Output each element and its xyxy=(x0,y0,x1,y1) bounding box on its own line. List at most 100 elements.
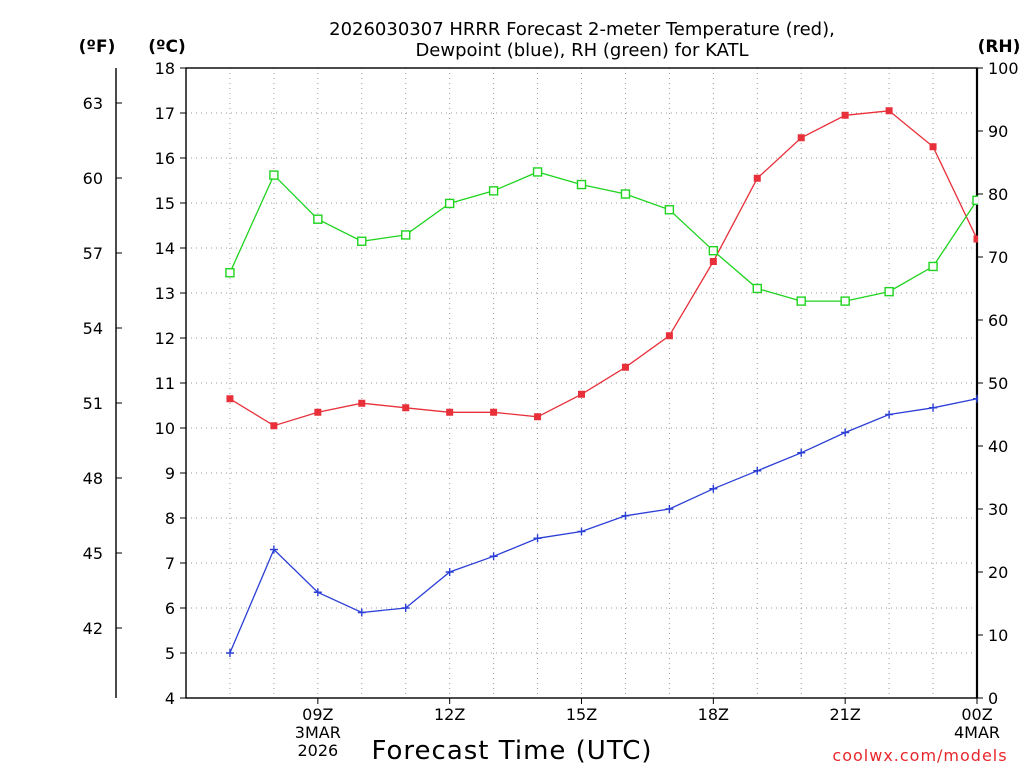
data-point xyxy=(532,167,543,177)
rh-tick-label: 30 xyxy=(988,500,1008,519)
data-point xyxy=(929,143,937,151)
celsius-tick-label: 15 xyxy=(155,194,175,213)
celsius-tick-label: 9 xyxy=(165,464,175,483)
data-point xyxy=(490,408,498,416)
x-tick-label: 15Z xyxy=(566,705,597,724)
chart-title: 2026030307 HRRR Forecast 2-meter Tempera… xyxy=(329,19,835,61)
data-point xyxy=(753,174,761,182)
fahrenheit-tick-label: 48 xyxy=(83,469,103,488)
rh-tick-label: 100 xyxy=(988,59,1019,78)
celsius-tick-label: 13 xyxy=(155,284,175,303)
data-point xyxy=(973,235,978,243)
chart-title-line-2: Dewpoint (blue), RH (green) for KATL xyxy=(415,40,748,61)
data-point xyxy=(620,189,631,199)
data-point xyxy=(665,505,674,513)
data-point xyxy=(445,568,454,576)
x-tick-label: 3MAR xyxy=(295,723,341,742)
data-point xyxy=(488,186,499,196)
celsius-tick-label: 18 xyxy=(155,59,175,78)
fahrenheit-tick-label: 45 xyxy=(83,544,103,563)
rh-tick-label: 70 xyxy=(988,248,1008,267)
data-point xyxy=(313,588,322,597)
data-point xyxy=(226,395,234,403)
data-point xyxy=(885,410,894,419)
data-point xyxy=(402,404,410,412)
data-point xyxy=(621,511,630,520)
data-point xyxy=(753,466,762,475)
x-tick-label: 18Z xyxy=(698,705,729,724)
rh-tick-label: 20 xyxy=(988,563,1008,582)
data-point xyxy=(576,179,587,190)
data-point xyxy=(270,422,278,430)
celsius-axis-unit: (ºC) xyxy=(148,37,186,57)
data-point xyxy=(401,230,411,240)
celsius-tick-label: 17 xyxy=(155,104,175,123)
celsius-tick-label: 14 xyxy=(155,239,175,258)
data-point xyxy=(621,363,629,371)
rh-tick-label: 0 xyxy=(988,689,998,708)
data-point xyxy=(444,198,455,209)
credit-text: coolwx.com/models xyxy=(832,746,1007,765)
data-point xyxy=(665,332,673,340)
data-point xyxy=(709,258,717,265)
series-relative-humidity xyxy=(225,167,978,306)
data-point xyxy=(357,608,366,617)
fahrenheit-tick-label: 57 xyxy=(83,244,103,263)
fahrenheit-tick-label: 54 xyxy=(83,319,103,338)
data-point xyxy=(534,413,542,421)
rh-axis-unit: (RH) xyxy=(978,37,1021,57)
data-point xyxy=(446,408,454,416)
data-point xyxy=(840,296,850,306)
data-point xyxy=(225,268,235,278)
data-point xyxy=(884,286,894,297)
celsius-tick-label: 4 xyxy=(165,689,175,708)
fahrenheit-tick-label: 51 xyxy=(83,394,103,413)
celsius-tick-label: 6 xyxy=(165,599,175,618)
series-dewpoint xyxy=(225,394,978,657)
data-point xyxy=(314,408,322,416)
data-point xyxy=(269,545,278,554)
rh-tick-label: 50 xyxy=(988,374,1008,393)
data-point xyxy=(796,296,806,306)
x-tick-label: 4MAR xyxy=(954,723,1000,742)
rh-tick-label: 60 xyxy=(988,311,1008,330)
celsius-tick-label: 5 xyxy=(165,644,175,663)
celsius-tick-label: 12 xyxy=(155,329,175,348)
series-temperature xyxy=(226,107,978,430)
data-point xyxy=(928,261,938,272)
fahrenheit-tick-label: 42 xyxy=(83,619,103,638)
data-point xyxy=(973,394,978,403)
data-point xyxy=(358,399,366,407)
data-point xyxy=(797,448,806,457)
data-point xyxy=(357,236,367,246)
series-layer xyxy=(225,107,978,657)
x-tick-label: 00Z xyxy=(961,705,992,724)
data-point xyxy=(489,552,498,561)
data-point xyxy=(841,428,850,437)
data-point xyxy=(841,111,849,119)
data-point xyxy=(752,283,762,294)
data-point xyxy=(225,649,234,657)
data-point xyxy=(885,107,893,115)
rh-tick-label: 10 xyxy=(988,626,1008,645)
x-tick-label: 21Z xyxy=(830,705,861,724)
x-axis-title: Forecast Time (UTC) xyxy=(371,736,652,766)
x-tick-label: 2026 xyxy=(297,741,338,760)
axes: 4567891011121314151617184245485154576063… xyxy=(83,59,1019,760)
celsius-tick-label: 16 xyxy=(155,149,175,168)
celsius-tick-label: 8 xyxy=(165,509,175,528)
data-point xyxy=(577,527,586,536)
data-point xyxy=(929,403,938,412)
data-point xyxy=(664,205,675,215)
data-point xyxy=(313,214,323,224)
data-point xyxy=(709,484,718,493)
rh-tick-label: 80 xyxy=(988,185,1008,204)
data-point xyxy=(972,195,978,206)
data-point xyxy=(708,245,719,256)
x-tick-label: 09Z xyxy=(302,705,333,724)
fahrenheit-axis-unit: (ºF) xyxy=(79,37,116,57)
celsius-tick-label: 10 xyxy=(155,419,175,438)
